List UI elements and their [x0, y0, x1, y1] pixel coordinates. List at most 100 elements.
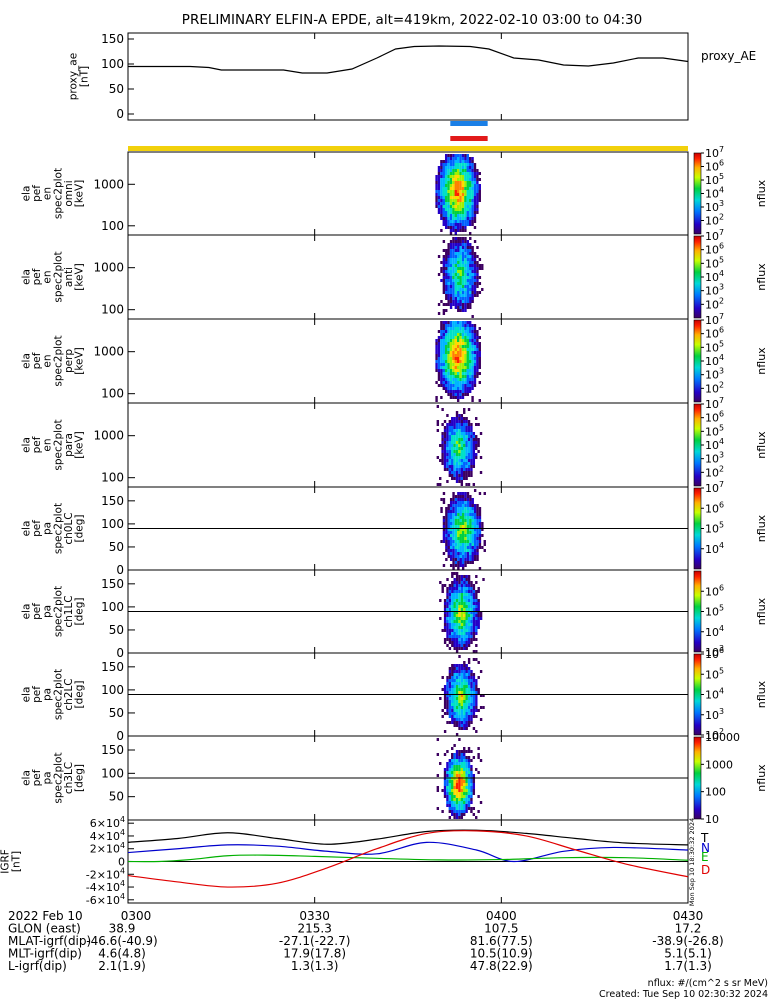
- heatmap-cell: [459, 372, 462, 375]
- heatmap-cell: [468, 387, 472, 390]
- heatmap-cell: [467, 786, 471, 789]
- heatmap-cell: [473, 285, 477, 288]
- heatmap-cell: [440, 336, 443, 339]
- heatmap-cell: [452, 360, 455, 363]
- heatmap-cell: [464, 154, 467, 157]
- heatmap-cell: [453, 721, 456, 724]
- heatmap-cell: [458, 596, 461, 599]
- heatmap-cell: [465, 608, 468, 611]
- heatmap-cell: [461, 154, 465, 157]
- heatmap-cell: [472, 774, 476, 777]
- heatmap-cell: [444, 369, 448, 372]
- heatmap-cell: [476, 540, 479, 543]
- heatmap-cell: [454, 360, 457, 363]
- heatmap-cell: [455, 620, 459, 623]
- heatmap-cell: [460, 670, 464, 673]
- heatmap-cell: [447, 181, 450, 184]
- heatmap-cell: [447, 208, 450, 211]
- heatmap-cell: [452, 501, 455, 504]
- heatmap-cell: [447, 294, 450, 297]
- heatmap-cell: [457, 285, 460, 288]
- heatmap-cell: [444, 366, 448, 369]
- heatmap-cell: [443, 462, 447, 465]
- colorbar-label: nflux: [755, 680, 768, 708]
- heatmap-cell: [448, 795, 452, 798]
- heatmap-cell: [464, 190, 467, 193]
- heatmap-cell: [452, 336, 455, 339]
- heatmap-cell: [468, 199, 472, 202]
- heatmap-cell: [436, 738, 440, 741]
- heatmap-cell: [473, 342, 477, 345]
- heatmap-cell: [471, 249, 474, 252]
- heatmap-cell: [443, 426, 447, 429]
- heatmap-cell: [437, 363, 441, 366]
- heatmap-cell: [468, 381, 472, 384]
- heatmap-cell: [463, 664, 466, 667]
- heatmap-cell: [473, 163, 477, 166]
- heatmap-cell: [440, 199, 443, 202]
- colorbar-label: nflux: [755, 764, 768, 792]
- heatmap-cell: [451, 638, 454, 641]
- heatmap-cell: [453, 691, 456, 694]
- heatmap-cell: [455, 444, 459, 447]
- heatmap-cell: [457, 537, 460, 540]
- heatmap-cell: [464, 208, 467, 211]
- heatmap-cell: [465, 750, 468, 753]
- heatmap-cell: [452, 528, 455, 531]
- heatmap-cell: [448, 444, 452, 447]
- heatmap-cell: [442, 369, 445, 372]
- y-tick-label: 100: [101, 600, 124, 614]
- heatmap-cell: [477, 599, 480, 602]
- heatmap-cell: [458, 608, 461, 611]
- heatmap-cell: [483, 543, 486, 546]
- heatmap-cell: [473, 525, 477, 528]
- heatmap-cell: [473, 552, 477, 555]
- heatmap-cell: [481, 264, 484, 267]
- heatmap-cell: [451, 581, 454, 584]
- heatmap-cell: [444, 172, 448, 175]
- heatmap-cell: [451, 712, 454, 715]
- heatmap-cell: [446, 578, 449, 581]
- heatmap-cell: [440, 357, 443, 360]
- heatmap-cell: [435, 205, 438, 208]
- igrf-legend-E: E: [701, 850, 709, 864]
- heatmap-cell: [479, 694, 483, 697]
- heatmap-cell: [444, 178, 448, 181]
- heatmap-cell: [442, 312, 446, 315]
- heatmap-cell: [452, 372, 455, 375]
- heatmap-cell: [456, 193, 460, 196]
- heatmap-cell: [446, 780, 449, 783]
- heatmap-cell: [465, 641, 468, 644]
- heatmap-cell: [454, 264, 458, 267]
- heatmap-cell: [445, 303, 448, 306]
- heatmap-cell: [468, 175, 472, 178]
- axis-label-line: [deg]: [74, 764, 86, 792]
- heatmap-cell: [464, 390, 467, 393]
- heatmap-cell: [452, 166, 455, 169]
- heatmap-cell: [471, 381, 474, 384]
- heatmap-cell: [440, 160, 443, 163]
- heatmap-cell: [437, 178, 441, 181]
- heatmap-cell: [466, 543, 470, 546]
- heatmap-cell: [459, 276, 462, 279]
- heatmap-cell: [435, 181, 438, 184]
- heatmap-cell: [442, 217, 445, 220]
- heatmap-cell: [446, 459, 449, 462]
- heatmap-cell: [452, 510, 455, 513]
- heatmap-cell: [465, 471, 468, 474]
- heatmap-cell: [445, 282, 448, 285]
- heatmap-cell: [437, 181, 441, 184]
- heatmap-cell: [463, 411, 466, 414]
- heatmap-cell: [447, 297, 450, 300]
- heatmap-cell: [467, 691, 471, 694]
- heatmap-cell: [443, 774, 447, 777]
- heatmap-cell: [440, 510, 443, 513]
- colorbar-tick-label: 103: [705, 644, 724, 659]
- heatmap-cell: [444, 387, 448, 390]
- heatmap-cell: [455, 459, 459, 462]
- heatmap-cell: [458, 605, 461, 608]
- heatmap-cell: [460, 664, 464, 667]
- heatmap-cell: [460, 804, 464, 807]
- heatmap-cell: [476, 510, 479, 513]
- heatmap-cell: [460, 599, 464, 602]
